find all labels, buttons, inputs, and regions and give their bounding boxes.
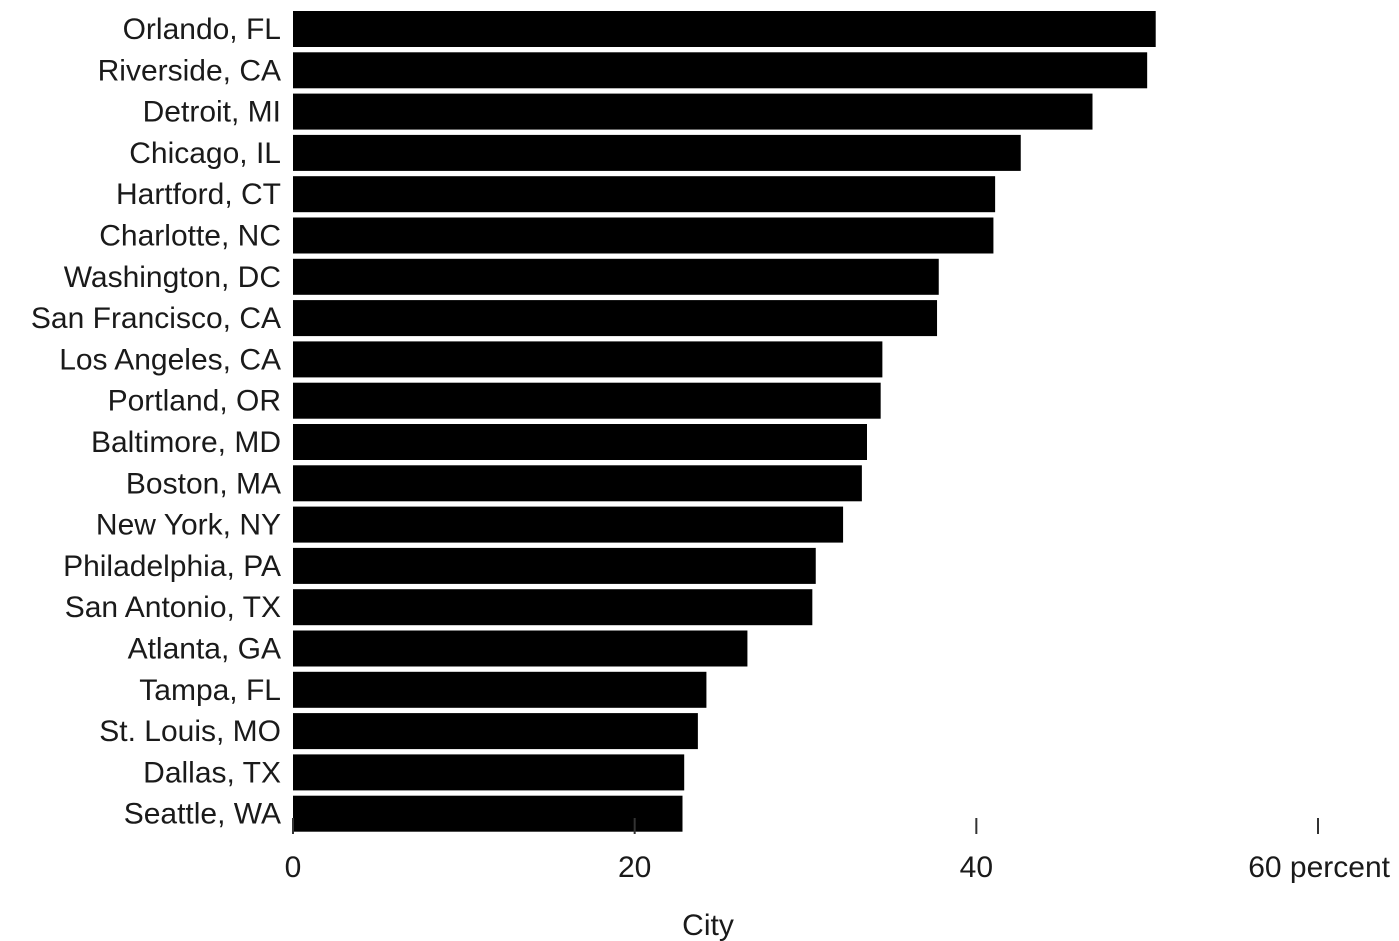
category-label: Chicago, IL [129, 137, 281, 170]
category-label: St. Louis, MO [99, 715, 281, 748]
category-label: Los Angeles, CA [59, 343, 281, 376]
x-tick-label: 40 [960, 851, 993, 884]
category-labels-group: Orlando, FL Riverside, CA Detroit, MI Chica… [31, 13, 281, 831]
category-label: New York, NY [96, 509, 281, 542]
x-tick-label: 20 [618, 851, 651, 884]
category-label: Boston, MA [126, 467, 281, 500]
bar [293, 52, 1148, 89]
bar [293, 176, 996, 213]
bar [293, 424, 867, 460]
bar [293, 754, 685, 791]
category-label: Atlanta, GA [128, 633, 281, 666]
category-label: Orlando, FL [123, 13, 281, 46]
category-label: Charlotte, NC [99, 220, 281, 253]
bar [293, 217, 994, 254]
category-label: San Antonio, TX [65, 591, 281, 624]
bar [293, 506, 844, 543]
bar [293, 134, 1021, 171]
bars-group [293, 11, 1156, 832]
category-label: Hartford, CT [116, 178, 281, 211]
bar [293, 465, 862, 502]
bar [293, 300, 938, 337]
bar [293, 547, 816, 584]
category-label: Washington, DC [64, 261, 281, 294]
bar [293, 258, 939, 295]
category-label: Portland, OR [108, 385, 281, 418]
bar [293, 382, 881, 419]
category-label: Tampa, FL [139, 674, 281, 707]
bar [293, 589, 813, 626]
x-axis-ticks-group: 0 20 40 60 percent [285, 818, 1391, 884]
bar [293, 341, 883, 378]
category-label: Riverside, CA [98, 54, 281, 87]
bar [293, 795, 683, 832]
category-label: Baltimore, MD [91, 426, 281, 459]
category-label: Detroit, MI [143, 96, 281, 129]
x-axis-title: City [682, 909, 734, 941]
category-label: Dallas, TX [143, 756, 281, 789]
category-label: San Francisco, CA [31, 302, 281, 335]
bar [293, 630, 748, 667]
category-label: Philadelphia, PA [63, 550, 281, 583]
bar [293, 713, 698, 750]
x-tick-label: 0 [285, 851, 302, 884]
bar [293, 93, 1093, 130]
bar [293, 671, 707, 708]
category-label: Seattle, WA [124, 798, 281, 831]
bar [293, 11, 1156, 47]
x-tick-label: 60 percent [1248, 851, 1390, 884]
